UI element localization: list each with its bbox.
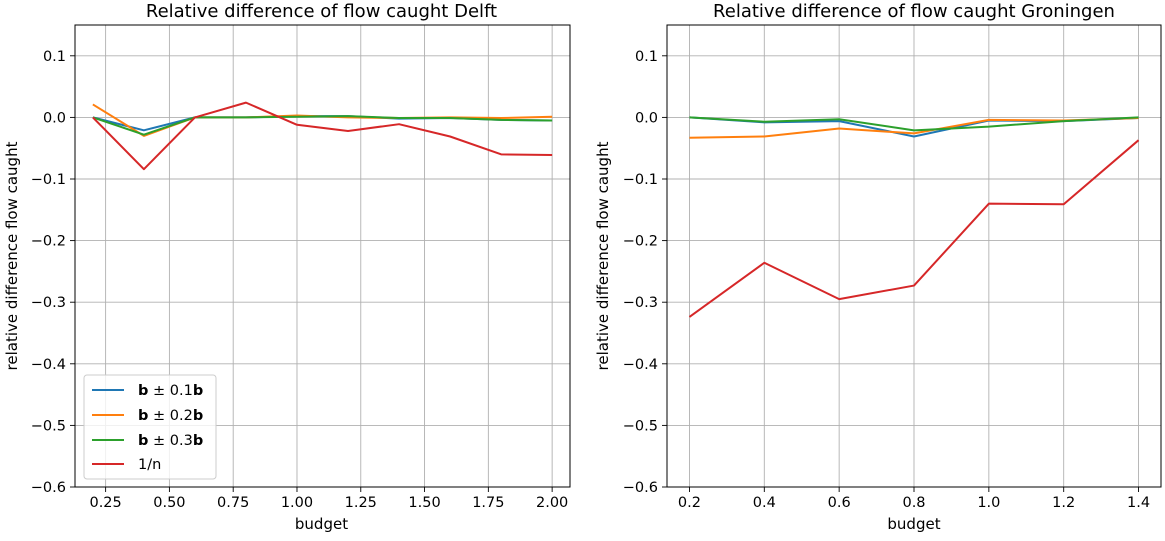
y-tick-label: −0.1 bbox=[623, 172, 658, 188]
x-tick-label: 2.00 bbox=[536, 495, 568, 511]
series-line-3 bbox=[92, 115, 553, 136]
ticks: 0.2 0.4 0.6 0.8 1.0 1.2 1.4 0.1 0.0 −0.1 −0.2 −0.3 −… bbox=[623, 49, 1150, 511]
chart-title: Relative difference of flow caught Delft bbox=[146, 1, 497, 22]
ticks: 0.25 0.50 0.75 1.00 1.25 1.50 1.75 2.00 0.1 0.0 −0… bbox=[31, 49, 569, 511]
chart-panel-groningen: Relative difference of flow caught Groni… bbox=[594, 1, 1162, 533]
x-axis-label: budget bbox=[295, 515, 348, 533]
y-tick-label: 0.1 bbox=[635, 49, 658, 65]
y-axis-label: relative difference flow caught bbox=[3, 141, 21, 370]
legend-entry: b ± 0.3b bbox=[92, 433, 203, 449]
x-tick-label: 1.4 bbox=[1127, 495, 1150, 511]
x-tick-label: 1.2 bbox=[1052, 495, 1075, 511]
legend-entry: b ± 0.2b bbox=[92, 408, 203, 424]
x-tick-label: 0.6 bbox=[828, 495, 851, 511]
y-axis-label: relative difference flow caught bbox=[594, 141, 612, 370]
series-line-4 bbox=[688, 139, 1140, 318]
y-tick-label: 0.0 bbox=[43, 110, 66, 126]
chart-title: Relative difference of flow caught Groni… bbox=[713, 1, 1115, 22]
x-tick-label: 1.0 bbox=[977, 495, 1000, 511]
y-tick-label: 0.1 bbox=[43, 49, 66, 65]
grid bbox=[75, 25, 570, 488]
x-tick-label: 0.4 bbox=[753, 495, 776, 511]
x-tick-label: 0.2 bbox=[678, 495, 701, 511]
y-tick-label: −0.1 bbox=[31, 172, 66, 188]
series-group bbox=[688, 116, 1140, 318]
chart-panel-delft: Relative difference of flow caught Delft… bbox=[3, 1, 571, 533]
legend: b ± 0.1b b ± 0.2b b ± 0.3b 1/n bbox=[83, 374, 217, 480]
x-tick-label: 0.8 bbox=[902, 495, 925, 511]
x-tick-label: 1.25 bbox=[345, 495, 377, 511]
x-tick-label: 1.00 bbox=[281, 495, 313, 511]
y-tick-label: 0.0 bbox=[635, 110, 658, 126]
legend-entry: 1/n bbox=[92, 457, 161, 473]
legend-label: b ± 0.1b bbox=[138, 383, 203, 399]
y-tick-label: −0.3 bbox=[31, 295, 66, 311]
plot-frame bbox=[74, 24, 571, 488]
x-tick-label: 0.50 bbox=[153, 495, 185, 511]
x-tick-label: 1.75 bbox=[472, 495, 504, 511]
y-tick-label: −0.2 bbox=[623, 234, 658, 250]
legend-frame bbox=[83, 374, 217, 480]
y-tick-label: −0.4 bbox=[623, 357, 658, 373]
y-tick-label: −0.5 bbox=[623, 418, 658, 434]
series-group bbox=[92, 101, 553, 171]
legend-label: b ± 0.2b bbox=[138, 408, 203, 424]
series-line-3 bbox=[689, 116, 1139, 132]
grid bbox=[667, 25, 1161, 488]
legend-entry: b ± 0.1b bbox=[92, 383, 203, 399]
x-tick-label: 0.75 bbox=[217, 495, 249, 511]
legend-label: b ± 0.3b bbox=[138, 433, 203, 449]
plot-frame bbox=[666, 24, 1162, 488]
legend-label: 1/n bbox=[138, 457, 161, 473]
y-tick-label: −0.5 bbox=[31, 418, 66, 434]
y-tick-label: −0.2 bbox=[31, 234, 66, 250]
y-tick-label: −0.6 bbox=[31, 480, 66, 496]
x-tick-label: 1.50 bbox=[408, 495, 440, 511]
y-tick-label: −0.4 bbox=[31, 357, 66, 373]
x-axis-label: budget bbox=[887, 515, 940, 533]
x-tick-label: 0.25 bbox=[89, 495, 121, 511]
series-line-4 bbox=[92, 101, 553, 171]
y-tick-label: −0.3 bbox=[623, 295, 658, 311]
y-tick-label: −0.6 bbox=[623, 480, 658, 496]
